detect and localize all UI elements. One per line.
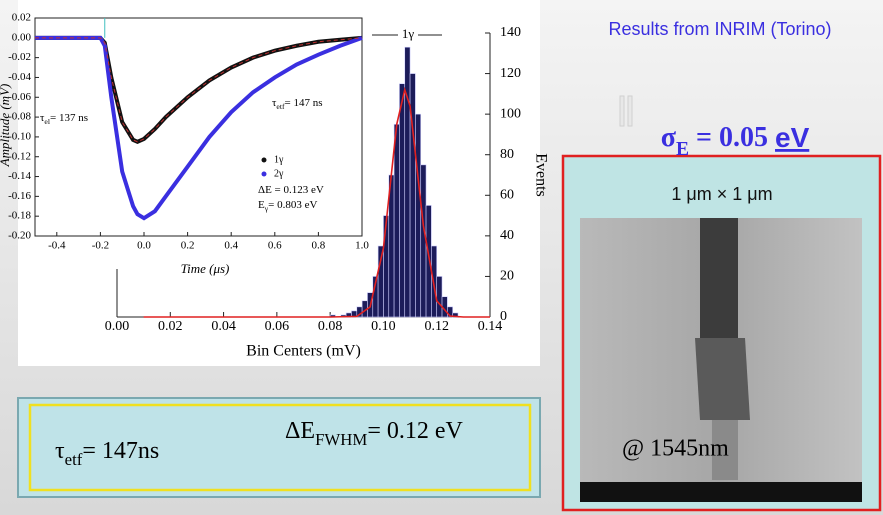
y-tick-label: 60 <box>500 188 514 203</box>
sem-strip <box>700 218 738 338</box>
x-axis-label: Time (μs) <box>181 261 230 276</box>
y-tick-label: 0.00 <box>12 31 32 43</box>
y-tick-label: -0.10 <box>8 130 31 142</box>
annotation: τetf= 147 ns <box>272 97 323 112</box>
y-tick-label: -0.08 <box>8 111 31 123</box>
tau-result-sub: etf <box>65 450 83 469</box>
annotation-rest: = 0.803 eV <box>268 199 317 211</box>
result-box <box>17 397 541 498</box>
legend-marker <box>261 157 267 163</box>
legend-label: 1γ <box>274 154 284 165</box>
annotation-main: ΔE = 0.123 eV <box>258 184 324 196</box>
x-tick-label: 0.02 <box>158 319 183 334</box>
plot-frame <box>34 17 363 237</box>
y-tick-label: -0.12 <box>8 150 31 162</box>
sem-strip <box>712 420 738 480</box>
x-tick-label: 0.4 <box>224 240 238 252</box>
y-tick-label: -0.20 <box>8 230 31 242</box>
sem-info-bar <box>580 482 862 502</box>
sigma-unit: eV <box>775 122 810 153</box>
x-tick-label: 0.6 <box>268 240 282 252</box>
decoration <box>627 95 633 127</box>
x-tick-label: 0.08 <box>318 319 343 334</box>
y-tick-label: -0.04 <box>8 71 31 83</box>
histogram-bar <box>383 215 390 318</box>
wavelength: @ 1545nm <box>622 436 729 462</box>
x-tick-label: -0.2 <box>92 240 109 252</box>
tau-result-rest: = 147ns <box>82 438 159 464</box>
annotation-rest: = 137 ns <box>50 112 88 124</box>
annotation-main: E <box>258 199 265 211</box>
annotation: τel= 137 ns <box>40 112 88 127</box>
sem-device <box>695 338 750 420</box>
y-tick-label: -0.02 <box>8 51 31 63</box>
histogram-bar <box>436 276 443 318</box>
annotation: 1γ <box>402 26 415 41</box>
x-tick-label: 0.0 <box>137 240 151 252</box>
y-axis-label: Amplitude (mV) <box>0 84 12 168</box>
sigma: σE = 0.05 eV <box>661 122 810 160</box>
sem-image <box>580 218 862 502</box>
decoration <box>619 95 625 127</box>
x-tick-label: 0.12 <box>424 319 449 334</box>
annotation: Eγ= 0.803 eV <box>258 199 317 214</box>
fit-curve <box>143 86 490 318</box>
x-tick-label: 0.10 <box>371 319 396 334</box>
y-tick-label: 120 <box>500 66 521 81</box>
sigma-main: σ <box>661 122 677 153</box>
annotation-sub: γ <box>264 204 269 213</box>
energy-result-main: ΔE <box>285 418 315 444</box>
result-box-inner <box>28 403 532 492</box>
x-tick-label: 1.0 <box>355 240 369 252</box>
histogram-bar <box>399 83 406 318</box>
fit-overlay <box>35 37 363 143</box>
y-tick-label: -0.06 <box>8 91 31 103</box>
x-tick-label: 0.2 <box>181 240 195 252</box>
y-tick-label: -0.16 <box>8 190 31 202</box>
x-tick-label: 0.14 <box>478 319 503 334</box>
annotation: ΔE = 0.123 eV <box>258 184 324 196</box>
legend-label: 2γ <box>274 168 284 179</box>
energy-result-sub: FWHM <box>315 430 367 449</box>
histogram-bar <box>425 205 432 318</box>
legend-marker <box>261 171 267 177</box>
annotation-sub: el <box>44 117 50 126</box>
x-axis-label: Bin Centers (mV) <box>246 343 361 360</box>
sigma-rest: = 0.05 <box>689 122 775 153</box>
histogram-bar <box>393 123 400 318</box>
histogram-bar <box>420 164 427 318</box>
header-title: Results from INRIM (Torino) <box>608 19 831 39</box>
y-tick-label: 20 <box>500 269 514 284</box>
series-line <box>35 35 363 221</box>
y-tick-label: 40 <box>500 228 514 243</box>
y-tick-label: -0.18 <box>8 210 31 222</box>
tau-result-main: τ <box>55 438 65 464</box>
y-tick-label: 140 <box>500 25 521 40</box>
annotation-main: τ <box>272 97 277 109</box>
sem-title: 1 μm × 1 μm <box>671 184 772 204</box>
x-tick-label: 0.04 <box>211 319 236 334</box>
histogram-bar <box>415 113 422 318</box>
energy-result-rest: = 0.12 eV <box>367 418 463 444</box>
y-tick-label: 100 <box>500 106 521 121</box>
annotation-main: τ <box>40 112 45 124</box>
y-tick-label: 0.02 <box>12 12 31 24</box>
y-tick-label: -0.14 <box>8 170 31 182</box>
y-tick-label: 80 <box>500 147 514 162</box>
annotation-rest: = 147 ns <box>285 97 323 109</box>
annotation-sub: etf <box>276 102 285 111</box>
x-tick-label: 0.06 <box>265 319 290 334</box>
x-tick-label: -0.4 <box>48 240 66 252</box>
energy-result: ΔEFWHM= 0.12 eV <box>285 418 464 450</box>
histogram-bar <box>404 46 411 318</box>
y-axis-label: Events <box>532 153 549 197</box>
x-tick-label: 0.8 <box>312 240 326 252</box>
y-tick-label: 0 <box>500 309 507 324</box>
sigma-sub: E <box>676 139 689 160</box>
tau-result: τetf= 147ns <box>55 438 159 470</box>
x-tick-label: 0.00 <box>105 319 130 334</box>
